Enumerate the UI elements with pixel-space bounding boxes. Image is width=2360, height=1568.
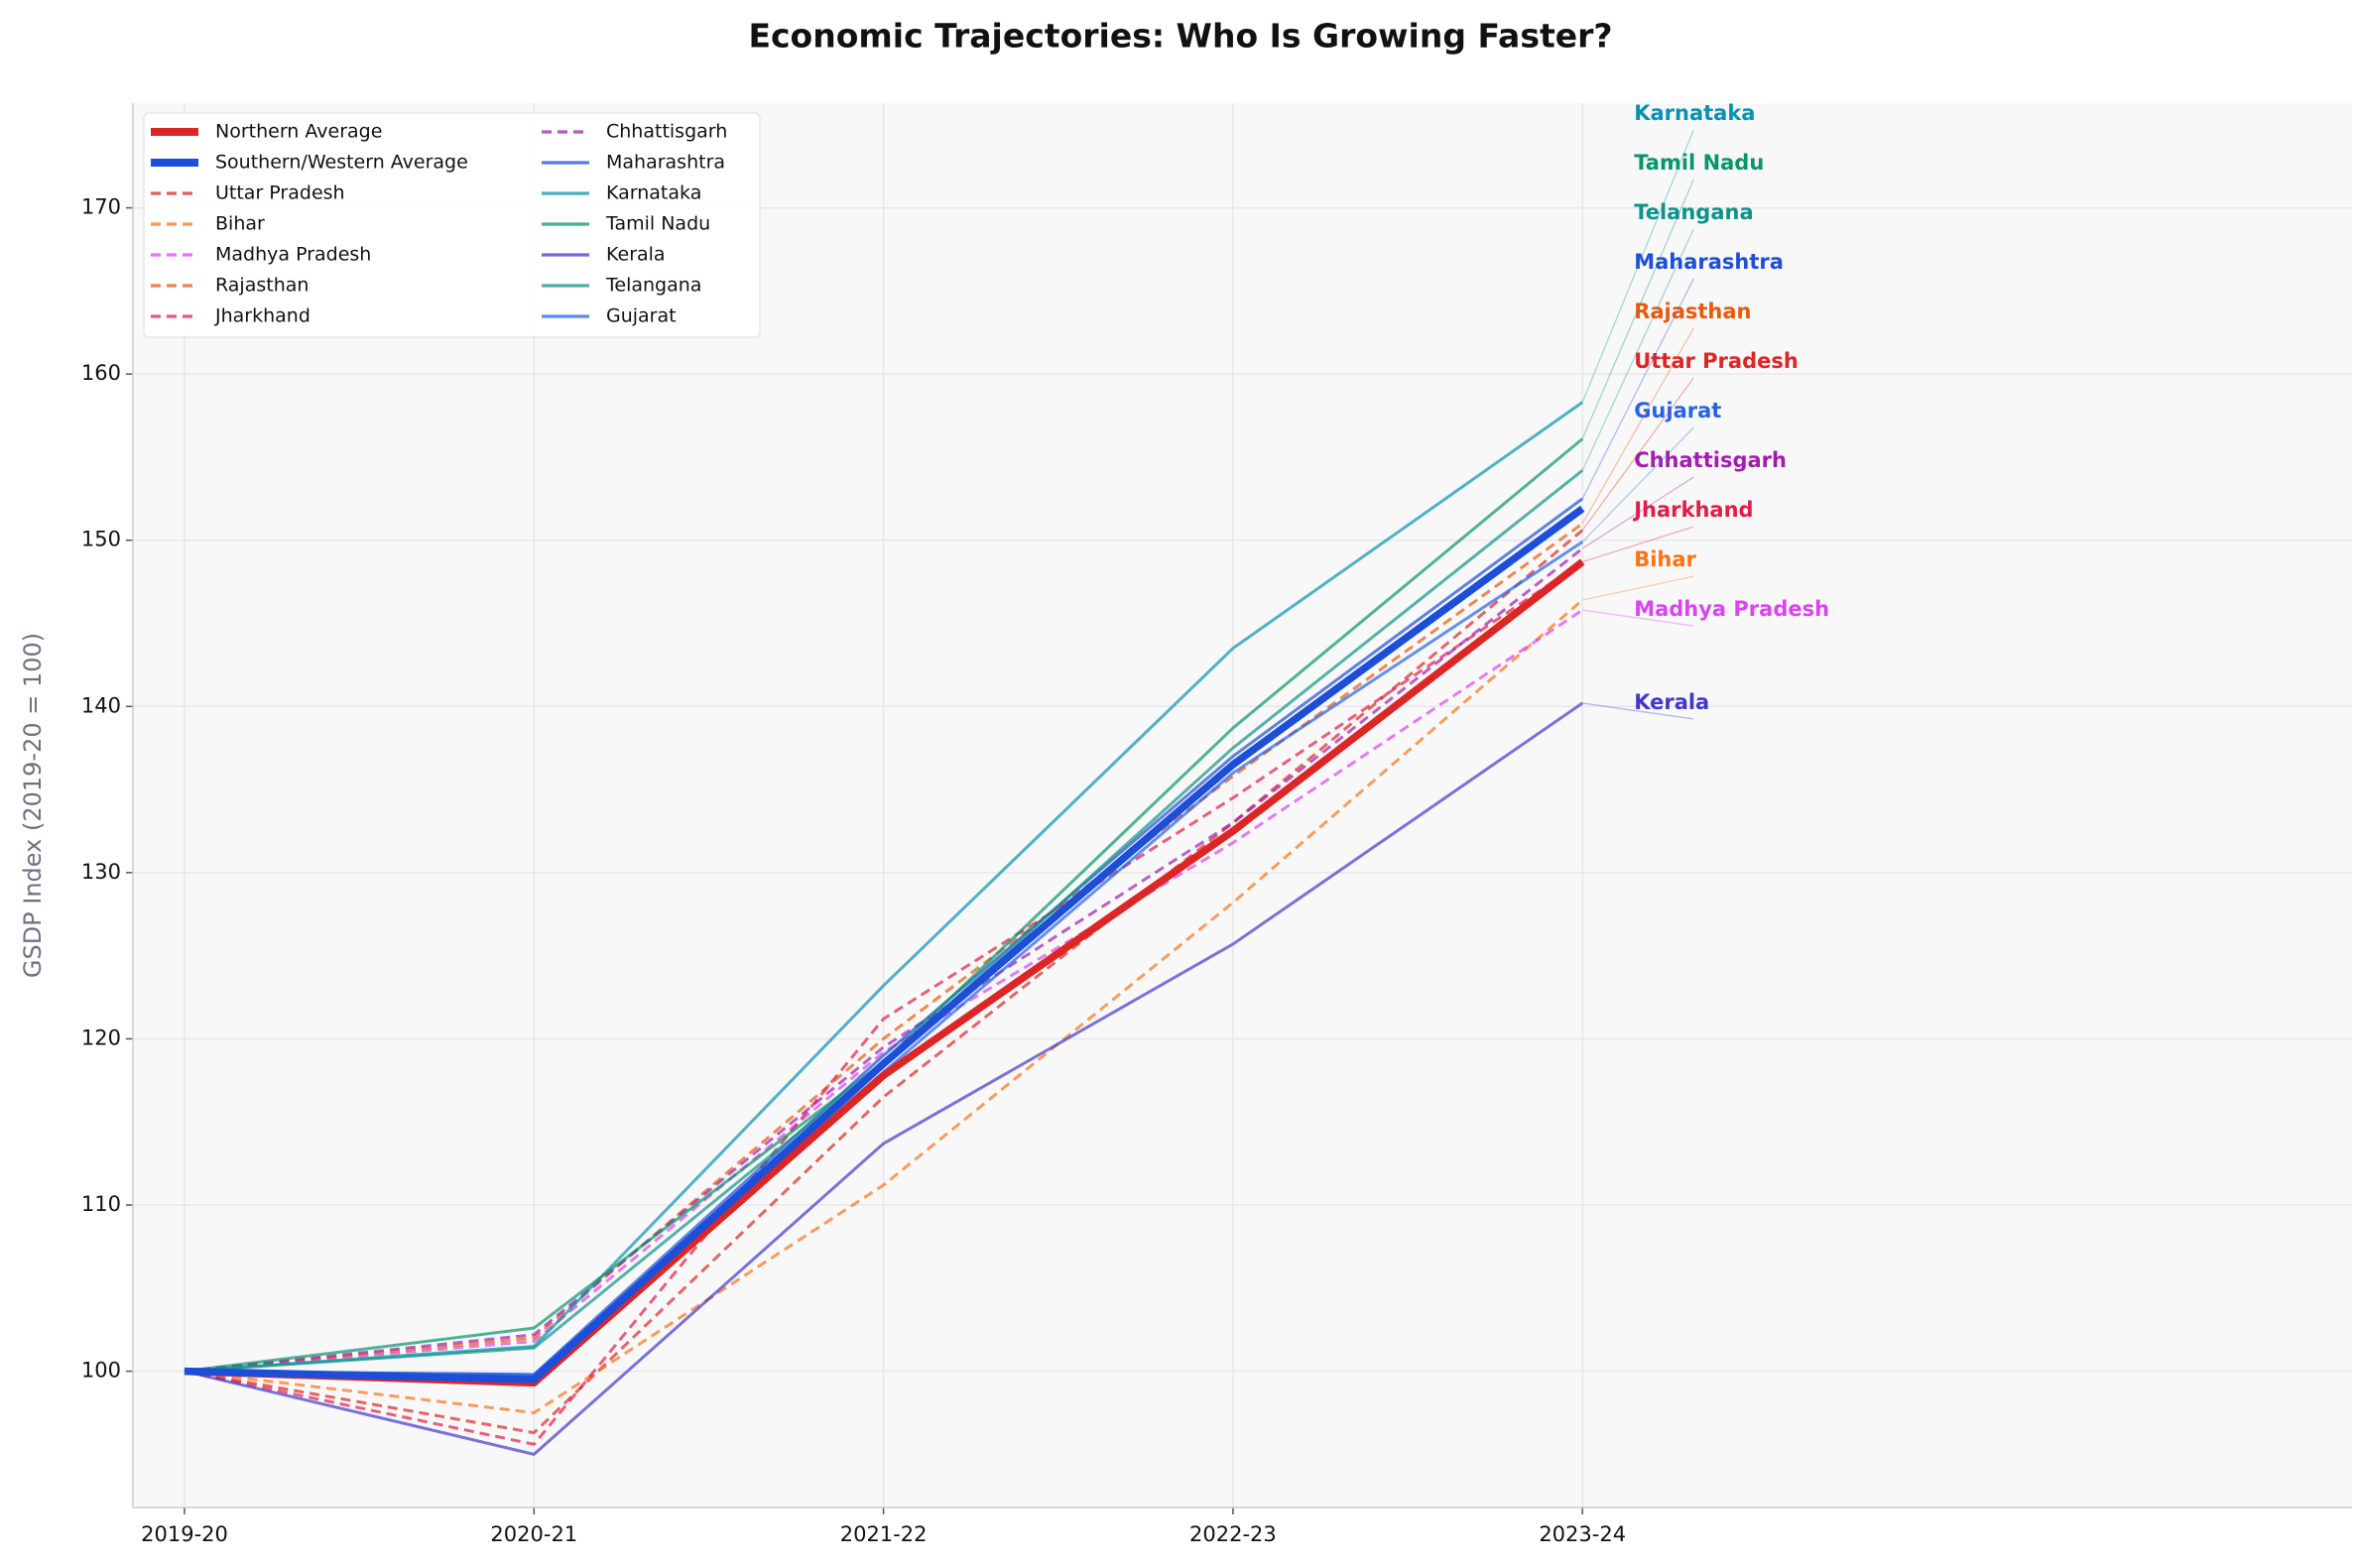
label-connector [1581,179,1694,439]
label-connector [1582,575,1694,601]
end-label: Jharkhand [1632,498,1753,522]
series-line [184,522,1584,1374]
label-connector [1581,129,1694,403]
label-connector [1582,702,1694,720]
legend-label: Chhattisgarh [606,121,727,143]
y-tick-label: 100 [81,1359,121,1383]
label-connector [1581,278,1694,500]
series-line [184,505,1585,1384]
end-label: Karnataka [1634,101,1755,125]
x-tick-label: 2022-23 [1189,1522,1277,1546]
legend-label: Madhya Pradesh [215,244,371,266]
y-tick-label: 110 [81,1192,121,1216]
legend-label: Southern/Western Average [215,152,468,174]
series-line [184,598,1584,1414]
label-connector [1581,476,1694,549]
legend-label: Northern Average [215,121,382,143]
y-tick-label: 170 [81,195,121,219]
end-label: Gujarat [1634,399,1721,422]
legend-label: Tamil Nadu [605,213,710,235]
end-label: Telangana [1634,200,1753,224]
legend-label: Jharkhand [214,305,311,327]
legend-label: Maharashtra [606,152,725,174]
series-line [184,701,1584,1456]
y-tick-label: 140 [81,693,121,717]
series-line [184,608,1584,1374]
label-connector [1581,426,1694,543]
legend-label: Rajasthan [215,275,309,297]
legend-label: Karnataka [606,182,701,204]
end-label: Rajasthan [1634,300,1751,323]
legend-label: Uttar Pradesh [215,182,345,204]
legend-label: Kerala [606,244,666,266]
x-tick-label: 2023-24 [1539,1522,1626,1546]
end-label: Bihar [1634,547,1696,571]
legend-label: Bihar [215,213,265,235]
legend-label: Telangana [605,275,701,297]
label-connector [1581,377,1694,532]
end-label: Kerala [1634,690,1709,714]
y-tick-label: 160 [81,361,121,385]
end-label: Maharashtra [1634,250,1784,274]
y-tick-label: 130 [81,860,121,884]
label-connector [1582,609,1694,627]
chart-title: Economic Trajectories: Who Is Growing Fa… [748,17,1612,56]
y-axis-label: GSDP Index (2019-20 = 100) [19,633,47,978]
legend: Northern Average Southern/Western Average… [143,112,761,338]
series-line [184,560,1584,1446]
x-tick-label: 2019-20 [141,1522,228,1546]
label-connector [1582,526,1694,563]
end-label: Chhattisgarh [1634,448,1787,472]
series-line [184,529,1584,1435]
legend-box [143,112,761,338]
end-label: Madhya Pradesh [1634,597,1829,621]
y-tick-label: 150 [81,528,121,551]
series-line [184,546,1584,1374]
end-label: Uttar Pradesh [1634,349,1799,373]
x-tick-label: 2021-22 [840,1522,928,1546]
end-label: Tamil Nadu [1634,151,1764,175]
legend-label: Gujarat [606,305,677,327]
label-connector [1581,228,1694,471]
y-tick-label: 120 [81,1025,121,1049]
x-tick-label: 2020-21 [490,1522,577,1546]
label-connector [1581,327,1694,525]
